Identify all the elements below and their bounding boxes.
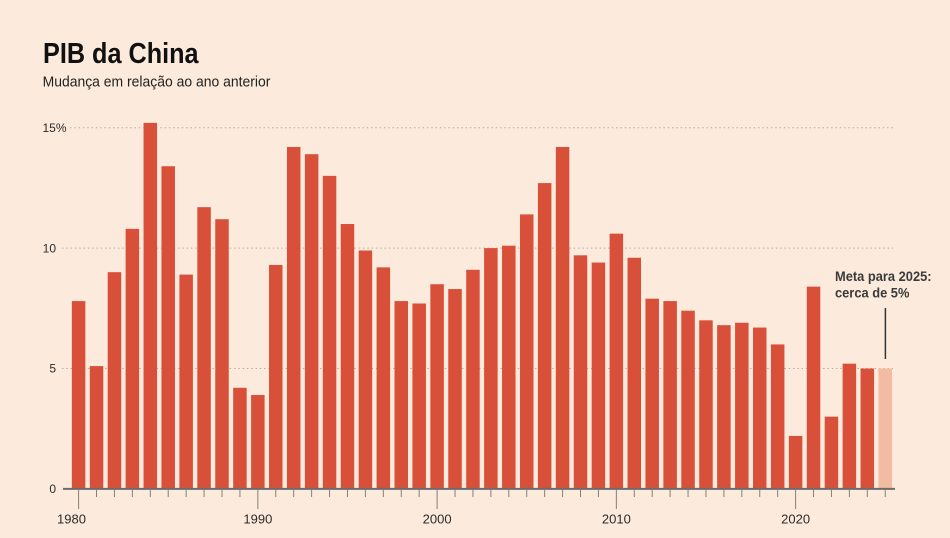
- svg-text:2000: 2000: [423, 512, 452, 527]
- svg-text:PIB da China: PIB da China: [43, 38, 200, 70]
- svg-text:Mudança em relação ao ano ante: Mudança em relação ao ano anterior: [43, 74, 271, 91]
- svg-text:5: 5: [49, 362, 56, 376]
- svg-text:1980: 1980: [57, 512, 86, 527]
- svg-text:2020: 2020: [781, 512, 810, 527]
- svg-text:0: 0: [49, 482, 56, 496]
- svg-text:cerca de 5%: cerca de 5%: [835, 285, 909, 301]
- svg-text:1990: 1990: [243, 512, 272, 527]
- svg-text:2010: 2010: [602, 512, 631, 527]
- svg-text:10: 10: [43, 241, 57, 255]
- svg-text:Meta para 2025:: Meta para 2025:: [835, 269, 932, 285]
- svg-text:15%: 15%: [43, 121, 67, 135]
